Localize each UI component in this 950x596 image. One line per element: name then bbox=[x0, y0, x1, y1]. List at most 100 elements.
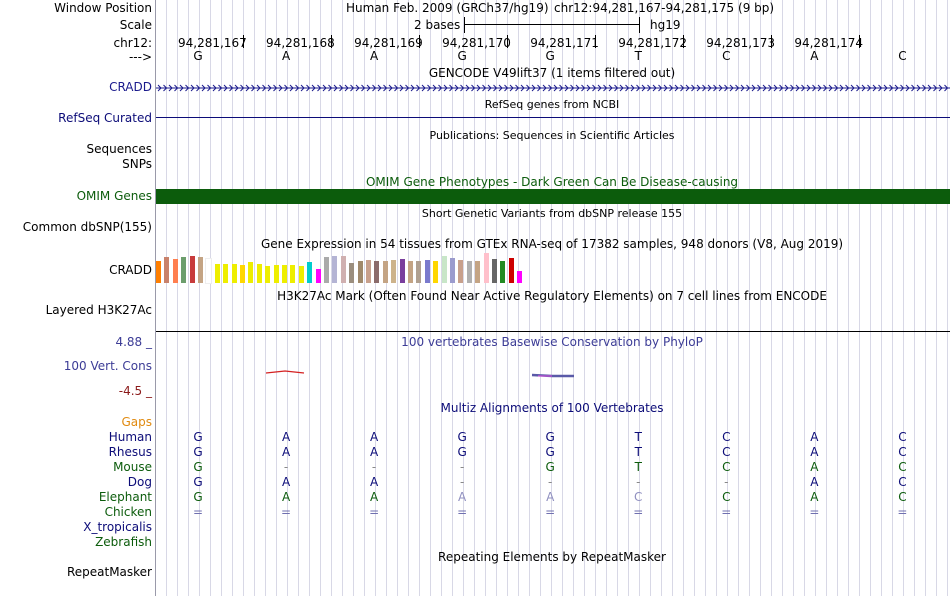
gtex-tissue-bar[interactable] bbox=[450, 258, 455, 283]
gtex-tissue-bar[interactable] bbox=[357, 261, 363, 283]
gtex-label[interactable]: CRADD bbox=[109, 263, 152, 277]
gtex-tissue-bar[interactable] bbox=[231, 264, 237, 283]
gridline bbox=[595, 0, 596, 596]
species-label[interactable]: Zebrafish bbox=[95, 535, 152, 549]
alignment-base: G bbox=[545, 430, 555, 444]
repeatmasker-label[interactable]: RepeatMasker bbox=[66, 565, 152, 579]
gtex-tissue-bar[interactable] bbox=[205, 258, 213, 284]
omim-track-title[interactable]: OMIM Gene Phenotypes - Dark Green Can Be… bbox=[365, 175, 739, 189]
gtex-tissue-bar[interactable] bbox=[273, 265, 279, 283]
species-label[interactable]: Elephant bbox=[98, 490, 152, 504]
dbsnp-track-title[interactable]: Short Genetic Variants from dbSNP releas… bbox=[421, 207, 683, 220]
gtex-tissue-bar[interactable] bbox=[466, 261, 472, 283]
gtex-tissue-bar[interactable] bbox=[307, 262, 313, 283]
gtex-tissue-bar[interactable] bbox=[382, 261, 388, 283]
publications-track-title[interactable]: Publications: Sequences in Scientific Ar… bbox=[429, 129, 675, 142]
gtex-track-title[interactable]: Gene Expression in 54 tissues from GTEx … bbox=[260, 237, 844, 251]
gtex-tissue-bar[interactable] bbox=[408, 261, 413, 283]
gtex-tissue-bar[interactable] bbox=[366, 260, 371, 283]
strand-arrow bbox=[278, 84, 283, 92]
gtex-tissue-bar[interactable] bbox=[500, 261, 506, 283]
refseq-gene-line[interactable] bbox=[156, 117, 950, 118]
gtex-tissue-bar[interactable] bbox=[424, 260, 430, 283]
strand-arrow bbox=[564, 84, 569, 92]
gtex-tissue-bar[interactable] bbox=[248, 262, 254, 283]
gtex-tissue-bar[interactable] bbox=[198, 257, 203, 283]
gtex-tissue-bar[interactable] bbox=[324, 257, 329, 283]
gtex-tissue-bar[interactable] bbox=[416, 261, 422, 283]
strand-arrow bbox=[449, 84, 454, 92]
phylop-min-label: -4.5 _ bbox=[118, 384, 152, 398]
species-label[interactable]: Human bbox=[108, 430, 152, 444]
gtex-tissue-bar[interactable] bbox=[399, 259, 405, 283]
multiz-track-title[interactable]: Multiz Alignments of 100 Vertebrates bbox=[440, 401, 664, 415]
publications-label[interactable]: Sequences bbox=[86, 142, 152, 156]
sequence-base: A bbox=[281, 49, 291, 63]
strand-arrow bbox=[559, 84, 564, 92]
gtex-tissue-bar[interactable] bbox=[508, 258, 514, 283]
strand-arrow bbox=[394, 84, 399, 92]
gtex-tissue-bar[interactable] bbox=[433, 261, 439, 283]
gtex-tissue-bar[interactable] bbox=[181, 257, 187, 283]
gtex-tissue-bar[interactable] bbox=[374, 261, 380, 283]
alignment-base: A bbox=[810, 490, 819, 504]
gtex-bar-chart[interactable] bbox=[156, 252, 536, 284]
gtex-tissue-bar[interactable] bbox=[475, 261, 481, 283]
species-label[interactable]: X_tropicalis bbox=[83, 520, 152, 534]
gtex-tissue-bar[interactable] bbox=[256, 264, 262, 283]
strand-arrow bbox=[641, 84, 646, 92]
gtex-tissue-bar[interactable] bbox=[332, 256, 338, 283]
species-label[interactable]: Mouse bbox=[113, 460, 152, 474]
strand-arrow bbox=[570, 84, 575, 92]
gaps-label[interactable]: Gaps bbox=[121, 415, 152, 429]
phylop-track-title[interactable]: 100 vertebrates Basewise Conservation by… bbox=[401, 335, 703, 349]
phylop-signal[interactable] bbox=[260, 364, 580, 384]
strand-arrow bbox=[361, 84, 366, 92]
gtex-tissue-bar[interactable] bbox=[298, 266, 304, 283]
gencode-gene-feature[interactable] bbox=[156, 82, 950, 94]
gtex-tissue-bar[interactable] bbox=[282, 265, 287, 283]
gtex-tissue-bar[interactable] bbox=[172, 259, 178, 283]
sequence-base: G bbox=[545, 49, 555, 63]
omim-gene-bar[interactable] bbox=[156, 189, 950, 204]
gtex-tissue-bar[interactable] bbox=[164, 257, 170, 283]
gtex-tissue-bar[interactable] bbox=[290, 265, 296, 283]
gtex-tissue-bar[interactable] bbox=[458, 260, 464, 283]
omim-label[interactable]: OMIM Genes bbox=[76, 189, 152, 203]
gencode-track-title[interactable]: GENCODE V49lift37 (1 items filtered out) bbox=[428, 66, 676, 80]
gtex-tissue-bar[interactable] bbox=[517, 271, 523, 283]
gridline bbox=[870, 0, 871, 596]
gtex-tissue-bar[interactable] bbox=[483, 253, 489, 283]
strand-arrow bbox=[674, 84, 679, 92]
gtex-tissue-bar[interactable] bbox=[214, 264, 220, 283]
gtex-tissue-bar[interactable] bbox=[189, 256, 195, 283]
species-label[interactable]: Chicken bbox=[104, 505, 152, 519]
h3k27ac-label[interactable]: Layered H3K27Ac bbox=[45, 303, 152, 317]
label-divider bbox=[155, 0, 156, 596]
gtex-tissue-bar[interactable] bbox=[315, 269, 321, 283]
refseq-label[interactable]: RefSeq Curated bbox=[58, 111, 152, 125]
gtex-tissue-bar[interactable] bbox=[240, 265, 245, 283]
gtex-tissue-bar[interactable] bbox=[349, 263, 355, 283]
coordinate-tick bbox=[507, 35, 509, 48]
gtex-tissue-bar[interactable] bbox=[492, 259, 497, 283]
repeatmasker-track-title[interactable]: Repeating Elements by RepeatMasker bbox=[438, 550, 666, 564]
strand-arrow bbox=[938, 84, 943, 92]
h3k27ac-track-title[interactable]: H3K27Ac Mark (Often Found Near Active Re… bbox=[277, 289, 827, 303]
alignment-base: C bbox=[722, 490, 731, 504]
gtex-tissue-bar[interactable] bbox=[340, 256, 346, 283]
phylop-label[interactable]: 100 Vert. Cons bbox=[63, 359, 152, 373]
strand-arrow bbox=[586, 84, 591, 92]
gtex-tissue-bar[interactable] bbox=[223, 264, 229, 283]
strand-arrow bbox=[520, 84, 525, 92]
species-label[interactable]: Dog bbox=[127, 475, 152, 489]
gencode-item-label[interactable]: CRADD bbox=[109, 80, 152, 94]
gtex-tissue-bar[interactable] bbox=[391, 260, 397, 283]
dbsnp-label[interactable]: Common dbSNP(155) bbox=[22, 220, 152, 234]
refseq-track-title[interactable]: RefSeq genes from NCBI bbox=[484, 98, 620, 111]
gtex-tissue-bar[interactable] bbox=[156, 261, 161, 283]
gtex-tissue-bar[interactable] bbox=[441, 256, 447, 283]
gtex-tissue-bar[interactable] bbox=[265, 266, 271, 283]
species-label[interactable]: Rhesus bbox=[108, 445, 152, 459]
